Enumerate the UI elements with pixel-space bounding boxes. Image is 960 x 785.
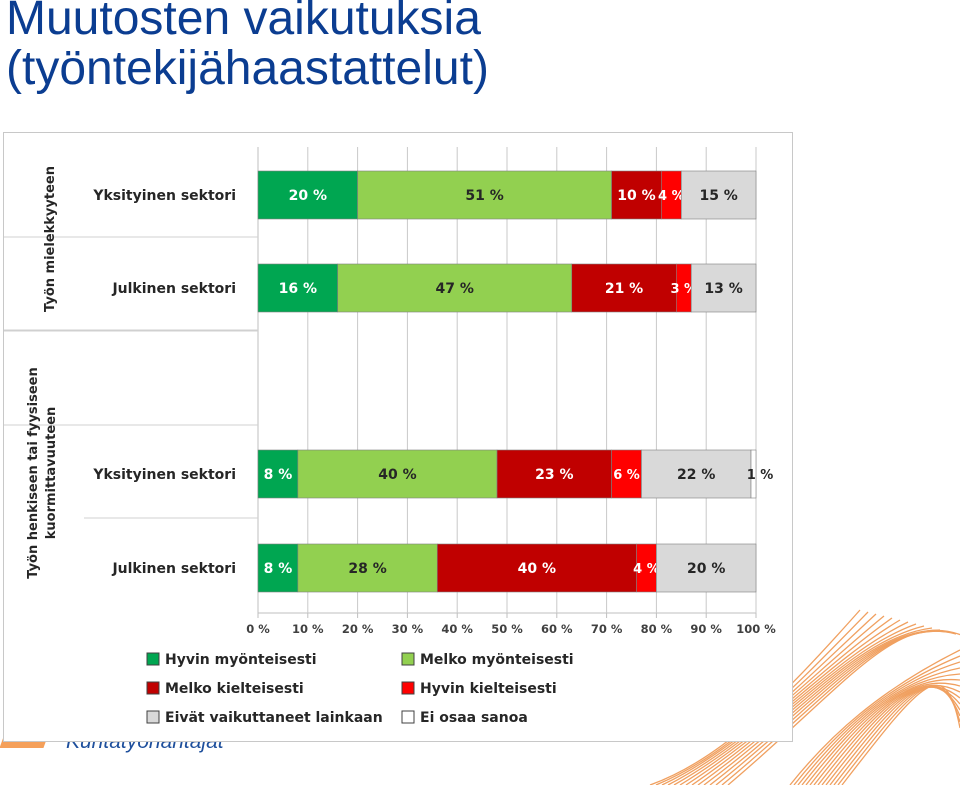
bar-segment [257,170,358,220]
x-tick-label: 60 % [541,622,573,636]
decor-line [789,649,960,785]
decor-line [797,661,960,785]
x-tick-label: 80 % [641,622,673,636]
bar-data-label: 21 % [605,281,643,297]
bar-data-label: 47 % [436,281,474,297]
bar-segment [641,449,752,499]
legend-swatch [401,710,415,724]
bar-data-label: 23 % [535,467,573,483]
bar-data-label: 8 % [264,561,293,577]
bar-segment [656,543,757,593]
bar-data-label: 40 % [518,561,556,577]
x-tick-label: 30 % [392,622,424,636]
legend-label: Hyvin kielteisesti [420,681,557,697]
stacked-bar-chart: 0 % 10 % 20 % 30 % 40 % 50 % 60 % 70 % 80 % 90 % 1… [4,147,776,726]
slide-title-line2: (työntekijähaastattelut) [6,42,489,95]
slide-title-line1: Muutosten vaikutuksia [6,0,481,45]
decor-line [793,655,960,785]
x-tick-label: 50 % [491,622,523,636]
bar-data-label: 1 % [747,468,774,483]
bar-segment [297,449,498,499]
bar-segment [337,263,573,313]
bar-data-label: 20 % [687,561,725,577]
decor-line [801,667,960,785]
chart-frame: 0 % 10 % 20 % 30 % 40 % 50 % 60 % 70 % 80 % 90 % 1… [3,132,793,742]
decor-line [841,684,960,785]
legend-swatch [401,652,415,666]
category-label: Julkinen sektori [111,561,236,577]
bar-data-label: 40 % [378,467,416,483]
decor-line [809,678,960,785]
bar-data-label: 6 % [613,468,640,483]
legend-swatch [146,652,160,666]
bar-segment [496,449,612,499]
bar-data-label: 16 % [279,281,317,297]
bar-segment [436,543,637,593]
x-tick-label: 40 % [441,622,473,636]
bar-segment [690,263,757,313]
decor-line [813,682,960,785]
legend-label: Ei osaa sanoa [420,710,528,726]
decor-line [817,684,960,785]
decor-line [703,627,933,785]
decor-line [685,621,909,785]
bar-data-label: 20 % [289,188,327,204]
legend-label: Hyvin myönteisesti [165,652,317,668]
bar-data-label: 4 % [658,189,685,204]
decor-line [721,630,957,785]
bar-segment [680,170,757,220]
x-tick-label: 20 % [342,622,374,636]
bar-segment [611,170,662,220]
bar-segment [611,449,642,499]
slide-title: Muutosten vaikutuksia (työntekijähaastat… [6,0,489,94]
x-tick-label: 0 % [246,622,270,636]
legend-label: Melko kielteisesti [165,681,304,697]
bar-data-label: 4 % [633,562,660,577]
legend-swatch [401,681,415,695]
legend-label: Eivät vaikuttaneet lainkaan [165,710,383,726]
bar-segment [750,449,757,499]
legend-swatch [146,710,160,724]
category-label: Yksityinen sektori [92,467,236,483]
decor-line [805,673,960,785]
group-label: Työn henkiseen tai fyysiseen kuormittavuu… [26,367,59,579]
x-tick-label: 90 % [690,622,722,636]
bar-data-label: 51 % [465,188,503,204]
bar-data-label: 10 % [617,188,655,204]
bar-segment [571,263,677,313]
decor-line [727,629,960,785]
category-label: Julkinen sektori [111,281,236,297]
decor-line [697,625,925,785]
legend-label: Melko myönteisesti [420,652,574,668]
bar-data-label: 3 % [670,282,697,297]
group-label: Työn mielekkyyteen [43,166,58,312]
bar-data-label: 15 % [699,188,737,204]
decor-line [679,619,901,785]
bar-segment [257,263,338,313]
bar-segment [357,170,612,220]
x-tick-label: 100 % [736,622,776,636]
bar-data-label: 22 % [677,467,715,483]
bar-data-label: 28 % [348,561,386,577]
x-tick-label: 70 % [591,622,623,636]
bar-data-label: 13 % [704,281,742,297]
category-label: Yksityinen sektori [92,188,236,204]
x-tick-label: 10 % [292,622,324,636]
bar-data-label: 8 % [264,467,293,483]
bar-segment [257,449,299,499]
bar-segment [297,543,438,593]
legend-swatch [146,681,160,695]
decor-line [691,623,917,785]
